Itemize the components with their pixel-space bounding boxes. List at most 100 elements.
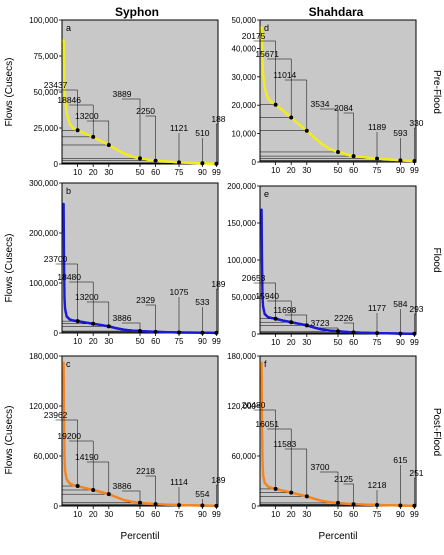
series-point xyxy=(260,391,263,394)
panel-c: 0 60,000 120,000 180,000 10 20 30 50 60 75 90 99 c 23… xyxy=(29,352,226,519)
y-tick-label: 100,000 xyxy=(29,279,58,288)
point-label: 554 xyxy=(195,489,209,499)
y-tick-label: 200,000 xyxy=(29,229,58,238)
panel-background xyxy=(259,185,417,335)
point-label: 533 xyxy=(195,297,209,307)
x-tick-label: 60 xyxy=(151,337,160,346)
y-tick-label: 50,000 xyxy=(232,293,257,302)
y-axis-title: Flows (Cusecs) xyxy=(4,234,15,303)
panel-letter: d xyxy=(264,23,269,33)
x-tick-label: 99 xyxy=(212,337,221,346)
x-tick-label: 60 xyxy=(349,166,358,175)
point-label: 20175 xyxy=(242,31,266,41)
series-point xyxy=(264,90,267,93)
x-tick-label: 20 xyxy=(89,337,98,346)
series-point xyxy=(63,87,66,90)
y-tick-label: 20,000 xyxy=(232,101,257,110)
x-tick-label: 50 xyxy=(334,338,343,347)
x-tick-label: 20 xyxy=(287,166,296,175)
series-point xyxy=(260,421,264,424)
x-tick-label: 30 xyxy=(302,166,311,175)
point-label: 1075 xyxy=(170,287,189,297)
y-tick-label: 180,000 xyxy=(227,352,256,361)
x-tick-label: 90 xyxy=(198,510,207,519)
y-tick-label: 0 xyxy=(54,502,59,511)
marked-point xyxy=(75,128,80,133)
marked-point xyxy=(289,320,294,325)
point-label: 3700 xyxy=(311,462,330,472)
y-tick-label: 40,000 xyxy=(232,44,257,53)
marked-point xyxy=(398,158,403,163)
y-tick-label: 120,000 xyxy=(29,402,58,411)
marked-point xyxy=(177,160,181,165)
marked-point xyxy=(153,502,158,507)
y-tick-label: 0 xyxy=(252,330,257,339)
marked-point xyxy=(273,102,278,107)
y-tick-label: 100,000 xyxy=(29,16,58,25)
point-label: 510 xyxy=(195,128,209,138)
x-tick-label: 99 xyxy=(410,166,419,175)
marked-point xyxy=(177,503,181,508)
series-point xyxy=(63,462,67,465)
x-tick-label: 60 xyxy=(349,338,358,347)
x-tick-label: 75 xyxy=(175,510,184,519)
marked-point xyxy=(375,331,379,336)
marked-point xyxy=(412,331,417,336)
point-label: 584 xyxy=(393,299,407,309)
point-label: 3534 xyxy=(311,99,330,109)
series-point xyxy=(64,105,68,108)
panel-letter: a xyxy=(66,23,71,33)
point-label: 19200 xyxy=(57,431,81,441)
point-label: 2125 xyxy=(334,474,353,484)
series-point xyxy=(261,466,265,469)
point-label: 16051 xyxy=(255,419,279,429)
series-point xyxy=(63,276,66,280)
x-tick-label: 90 xyxy=(198,168,207,177)
x-tick-label: 20 xyxy=(287,510,296,519)
marked-point xyxy=(412,159,417,164)
point-label: 20653 xyxy=(242,273,266,283)
x-tick-label: 75 xyxy=(175,337,184,346)
marked-point xyxy=(336,329,340,334)
row-label: Flood xyxy=(431,247,442,272)
point-label: 293 xyxy=(409,304,423,314)
marked-point xyxy=(398,503,403,508)
x-tick-label: 75 xyxy=(175,168,184,177)
point-label: 15671 xyxy=(255,49,279,59)
series-point xyxy=(62,361,65,364)
series-point xyxy=(63,76,66,79)
series-point xyxy=(262,477,266,481)
point-label: 3886 xyxy=(113,313,132,323)
series-point xyxy=(64,311,68,314)
x-tick-label: 20 xyxy=(89,168,98,177)
point-label: 251 xyxy=(409,468,423,478)
series-point xyxy=(63,469,67,473)
point-label: 1177 xyxy=(368,303,387,313)
point-label: 189 xyxy=(211,279,225,289)
x-tick-label: 60 xyxy=(151,510,160,519)
marked-point xyxy=(289,115,294,120)
x-tick-label: 99 xyxy=(410,510,419,519)
point-label: 2250 xyxy=(136,106,155,116)
x-tick-label: 30 xyxy=(302,510,311,519)
point-label: 1121 xyxy=(170,123,189,133)
marked-point xyxy=(398,331,403,336)
point-label: 615 xyxy=(393,455,407,465)
point-label: 2329 xyxy=(136,295,155,305)
point-label: 3886 xyxy=(113,481,132,491)
y-tick-label: 50,000 xyxy=(34,88,59,97)
series-point xyxy=(261,305,265,308)
series-point xyxy=(64,473,68,477)
x-tick-label: 99 xyxy=(212,510,221,519)
point-label: 11698 xyxy=(273,305,296,315)
panel-b: 0 100,000 200,000 300,000 10 20 30 50 60 75 90 99 b 2… xyxy=(29,179,226,346)
panel-background xyxy=(61,182,219,334)
series-point xyxy=(261,72,265,76)
x-tick-label: 60 xyxy=(151,168,160,177)
series-point xyxy=(261,64,264,67)
point-label: 2084 xyxy=(334,103,353,113)
series-point xyxy=(63,433,66,437)
marked-point xyxy=(351,154,356,159)
x-tick-label: 75 xyxy=(373,338,382,347)
